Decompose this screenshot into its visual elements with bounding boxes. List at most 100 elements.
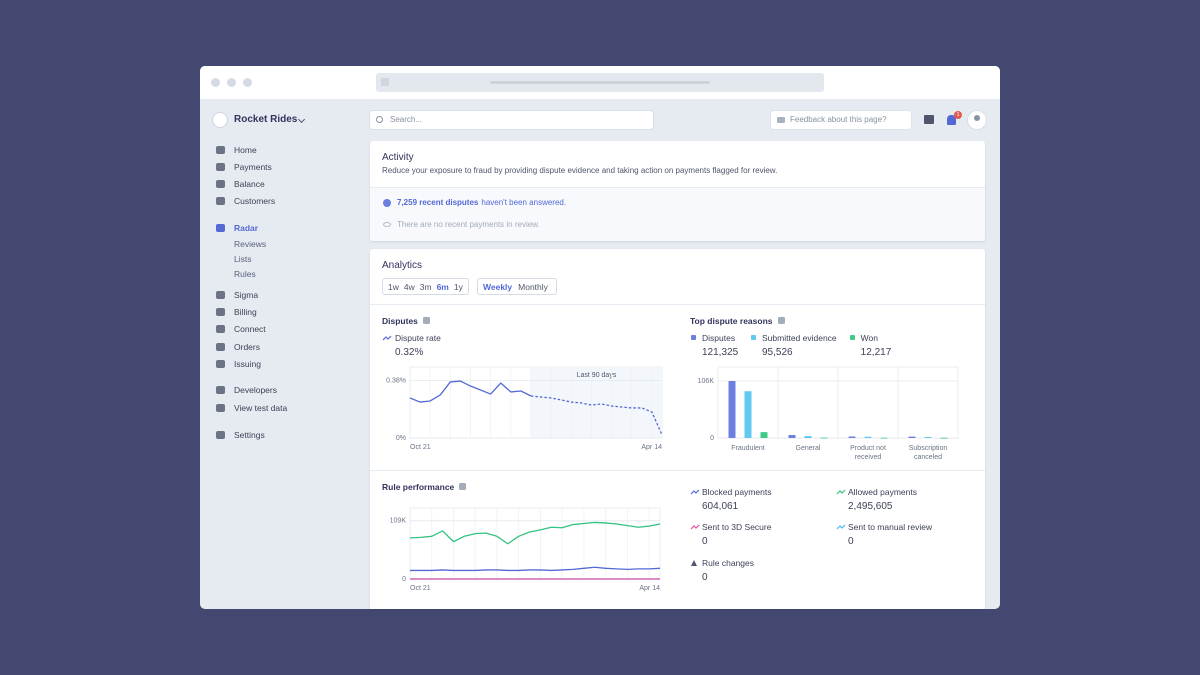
nav-item[interactable]: Developers bbox=[234, 385, 277, 395]
x-tick-label: Subscription canceled bbox=[908, 445, 948, 461]
bar bbox=[924, 436, 932, 438]
range-button[interactable]: 3m bbox=[419, 282, 432, 292]
period-button[interactable]: Weekly bbox=[483, 282, 513, 292]
bell-icon[interactable] bbox=[947, 115, 956, 125]
divider bbox=[370, 304, 985, 305]
legend-label: Allowed payments bbox=[848, 487, 917, 497]
x-tick-label: Oct 21 bbox=[410, 444, 431, 451]
search-box[interactable] bbox=[370, 111, 653, 129]
legend-label: Won bbox=[860, 333, 878, 343]
range-button[interactable]: 1w bbox=[388, 282, 399, 292]
legend-label: Rule changes bbox=[702, 558, 754, 568]
feedback-button[interactable] bbox=[771, 111, 911, 129]
nav-item[interactable]: Payments bbox=[234, 162, 272, 172]
x-tick-label: Apr 14 bbox=[641, 444, 662, 451]
nav-icon bbox=[216, 180, 225, 188]
alert-link[interactable]: 7,259 recent disputes bbox=[397, 198, 479, 207]
series-line bbox=[409, 521, 661, 545]
window-dot bbox=[227, 78, 236, 87]
legend-icon bbox=[690, 524, 700, 530]
x-tick-label: General bbox=[795, 445, 821, 452]
range-button[interactable]: 1y bbox=[453, 282, 463, 292]
legend-value: 0 bbox=[702, 572, 708, 583]
chart-title: Top dispute reasons bbox=[690, 316, 773, 326]
legend-value: 604,061 bbox=[702, 500, 739, 512]
card-description: Reduce your exposure to fraud by providi… bbox=[382, 166, 778, 175]
docs-icon[interactable] bbox=[924, 115, 934, 124]
url-icon bbox=[381, 78, 389, 86]
bar bbox=[760, 432, 768, 438]
series-line bbox=[409, 380, 532, 403]
legend-value: 0.32% bbox=[395, 347, 424, 358]
chart-title: Disputes bbox=[382, 316, 418, 326]
bar bbox=[788, 434, 796, 438]
legend-value: 0 bbox=[702, 535, 708, 547]
info-badge bbox=[459, 483, 467, 490]
eye-icon bbox=[383, 222, 391, 227]
window-dot bbox=[243, 78, 252, 87]
notification-badge[interactable]: 1 bbox=[954, 111, 962, 119]
account-icon bbox=[213, 113, 227, 127]
range-button[interactable]: 6m bbox=[436, 282, 449, 292]
x-tick-label: Product not received bbox=[850, 445, 886, 461]
nav-item[interactable]: Settings bbox=[234, 430, 265, 440]
nav-icon bbox=[216, 431, 225, 439]
legend-swatch bbox=[691, 335, 696, 340]
info-badge bbox=[422, 317, 430, 324]
nav-item[interactable]: Radar bbox=[234, 223, 259, 233]
chart-title: Rule performance bbox=[382, 482, 455, 492]
nav-item[interactable]: Connect bbox=[234, 324, 266, 335]
window-dot bbox=[211, 78, 220, 87]
nav-item[interactable]: Rules bbox=[234, 269, 256, 279]
bar bbox=[744, 391, 752, 438]
legend-value: 12,217 bbox=[860, 347, 892, 358]
legend-value: 121,325 bbox=[702, 347, 739, 358]
period-button[interactable]: Monthly bbox=[518, 282, 548, 292]
nav-icon bbox=[216, 163, 225, 171]
y-tick-label: 106K bbox=[698, 378, 715, 385]
legend-value: 0 bbox=[848, 535, 854, 547]
x-tick-label: Oct 21 bbox=[410, 585, 431, 592]
plot-frame bbox=[409, 507, 661, 580]
avatar-icon bbox=[974, 115, 980, 121]
account-name[interactable]: Rocket Rides bbox=[234, 114, 298, 125]
search-icon bbox=[376, 116, 383, 123]
legend-icon bbox=[382, 335, 392, 341]
feedback-label[interactable]: Feedback about this page? bbox=[790, 115, 887, 124]
nav-item[interactable]: Billing bbox=[234, 307, 257, 318]
nav-icon bbox=[216, 404, 225, 412]
nav-icon bbox=[216, 197, 225, 205]
legend-swatch bbox=[849, 335, 855, 340]
y-tick-label: 0 bbox=[710, 435, 714, 442]
nav-icon bbox=[216, 386, 225, 394]
nav-item[interactable]: Customers bbox=[234, 196, 276, 206]
legend-icon bbox=[836, 524, 846, 530]
nav-icon bbox=[216, 308, 225, 317]
nav-item[interactable]: Home bbox=[234, 145, 257, 155]
bar bbox=[820, 437, 828, 439]
nav-item[interactable]: View test data bbox=[234, 403, 288, 413]
highlight-region bbox=[530, 367, 662, 438]
nav-item[interactable]: Balance bbox=[234, 179, 265, 189]
analytics-card bbox=[370, 249, 985, 609]
nav-item[interactable]: Orders bbox=[234, 341, 260, 352]
nav-item[interactable]: Lists bbox=[234, 254, 252, 264]
series-line bbox=[410, 566, 661, 572]
legend-value: 2,495,605 bbox=[848, 500, 893, 512]
nav-item[interactable]: Sigma bbox=[234, 290, 259, 300]
review-note: There are no recent payments in review. bbox=[397, 220, 540, 229]
legend-icon bbox=[690, 489, 700, 495]
nav-item[interactable]: Issuing bbox=[234, 358, 261, 369]
bar bbox=[864, 436, 872, 438]
range-button[interactable]: 4w bbox=[403, 282, 415, 292]
search-placeholder[interactable]: Search... bbox=[390, 115, 423, 124]
divider bbox=[370, 470, 985, 471]
card-title: Activity bbox=[382, 152, 414, 163]
alert-text: haven't been answered. bbox=[481, 198, 567, 207]
nav-icon bbox=[216, 291, 225, 299]
nav-item[interactable]: Reviews bbox=[234, 239, 267, 249]
annotation: Last 90 days bbox=[577, 372, 617, 379]
bar bbox=[880, 437, 888, 439]
nav-icon bbox=[216, 224, 225, 232]
